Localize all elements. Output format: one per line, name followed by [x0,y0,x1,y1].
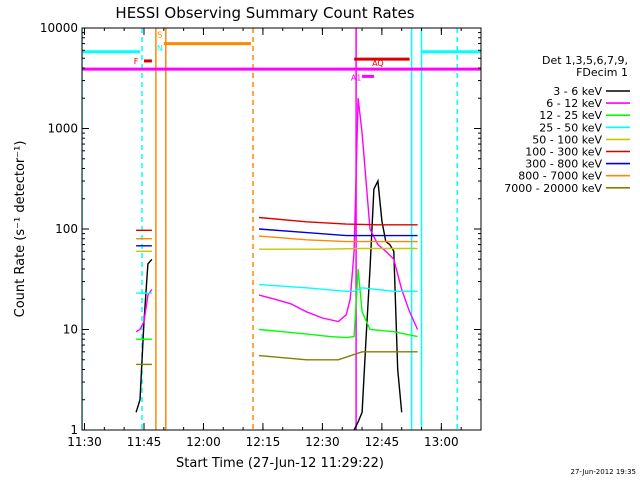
x-tick-label: 12:30 [305,435,340,449]
legend-label: 12 - 25 keV [539,109,602,122]
y-axis-label: Count Rate (s⁻¹ detector⁻¹) [13,141,28,318]
x-tick-label: 12:45 [365,435,400,449]
series-line [353,178,403,430]
legend-label: 800 - 7000 keV [518,170,602,183]
legend-header: Det 1,3,5,6,7,9, [542,54,628,67]
series-line [259,247,418,250]
y-tick-label: 1 [70,423,78,437]
flag-label: N [157,44,163,53]
series-line [258,351,418,361]
legend-label: 50 - 100 keV [532,133,602,146]
x-axis-label: Start Time (27-Jun-12 11:29:22) [176,456,384,471]
series-line [258,235,418,243]
y-tick-label: 100 [55,222,78,236]
legend-label: 3 - 6 keV [553,85,602,98]
x-tick-label: 11:45 [127,435,162,449]
series-line [135,258,153,413]
series-line [258,268,418,339]
series-line [258,283,418,292]
series-line [258,98,419,330]
legend-label: 25 - 50 keV [539,121,602,134]
y-tick-label: 1000 [47,122,78,136]
chart-title: HESSI Observing Summary Count Rates [115,4,414,22]
legend-label: 100 - 300 keV [525,146,602,159]
flag-label: A1 [351,74,362,83]
legend-header: FDecim 1 [576,66,628,79]
flag-label: AQ [372,59,384,68]
y-tick-label: 10000 [40,21,78,35]
legend-label: 6 - 12 keV [546,97,602,110]
x-tick-label: 12:00 [186,435,221,449]
legend-label: 300 - 800 keV [525,158,602,171]
footer-timestamp: 27-Jun-2012 19:35 [571,468,637,476]
flag-label: F [134,57,139,66]
y-tick-label: 10 [63,323,78,337]
x-tick-label: 12:15 [246,435,281,449]
x-tick-label: 11:30 [67,435,102,449]
flag-label: S [157,31,162,40]
legend-label: 7000 - 20000 keV [504,182,602,195]
series-line [258,216,418,226]
series-line [258,228,418,237]
x-tick-label: 13:00 [424,435,459,449]
